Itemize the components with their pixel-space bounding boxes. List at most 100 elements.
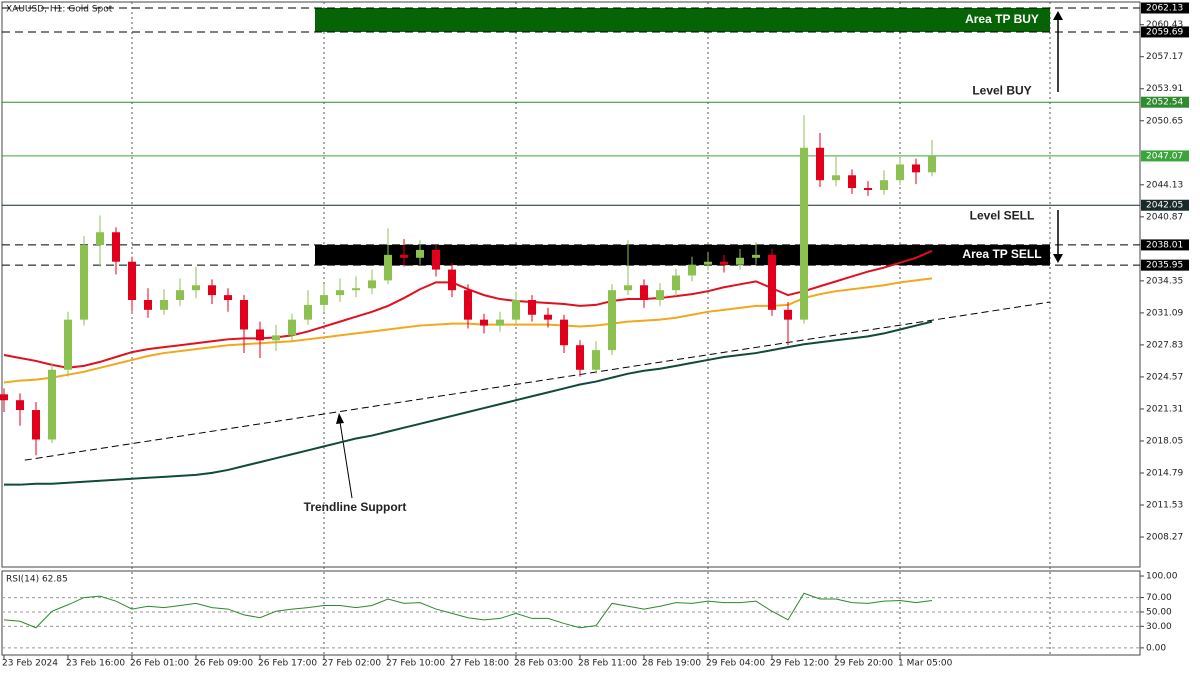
candle-body — [800, 147, 808, 320]
candle-body — [64, 319, 72, 370]
arrow-head — [336, 413, 344, 424]
price-label: 2052.54 — [1146, 98, 1183, 108]
arrow-head — [1053, 254, 1063, 263]
x-tick-label: 1 Mar 05:00 — [898, 659, 953, 669]
rsi-line — [3, 592, 933, 629]
zone — [315, 244, 1050, 266]
candle-body — [416, 249, 424, 258]
y-tick-label: 100.00 — [1146, 572, 1178, 582]
y-tick-label: 2034.35 — [1146, 276, 1183, 286]
y-tick-label: 2031.09 — [1146, 308, 1183, 318]
candle-body — [544, 314, 552, 320]
y-tick-label: 50.00 — [1146, 607, 1172, 617]
y-tick-label: 2040.87 — [1146, 212, 1183, 222]
candle-body — [336, 290, 344, 296]
price-label: 2059.69 — [1146, 27, 1183, 37]
y-tick-label: 2014.79 — [1146, 468, 1183, 478]
candle-body — [640, 285, 648, 301]
price-label-bg — [1141, 2, 1189, 14]
candle-body — [720, 261, 728, 265]
candle-body — [528, 300, 536, 315]
candle-body — [160, 300, 168, 310]
rsi-title: RSI(14) 62.85 — [6, 575, 68, 585]
price-label: 2062.13 — [1146, 3, 1183, 13]
x-tick-label: 29 Feb 20:00 — [834, 659, 893, 669]
y-tick-label: 2024.57 — [1146, 372, 1183, 382]
x-tick-label: 29 Feb 04:00 — [706, 659, 765, 669]
x-tick-label: 26 Feb 09:00 — [194, 659, 253, 669]
x-tick-label: 29 Feb 12:00 — [770, 659, 829, 669]
candle-body — [304, 304, 312, 320]
candle-body — [288, 319, 296, 336]
candle-body — [608, 290, 616, 351]
price-label-bg — [1141, 150, 1189, 162]
candle-body — [384, 254, 392, 281]
y-tick-label: 2027.83 — [1146, 340, 1183, 350]
candle-body — [176, 290, 184, 301]
candle-body — [656, 290, 664, 301]
rsi-panel — [1, 570, 1141, 656]
candle-body — [496, 319, 504, 326]
price-label-bg — [1141, 96, 1189, 108]
annotation-arrow — [339, 421, 353, 499]
y-tick-label: 70.00 — [1146, 593, 1172, 603]
candle-body — [96, 232, 104, 246]
candle-body — [576, 345, 584, 370]
candle-body — [736, 257, 744, 265]
candle-body — [704, 261, 712, 265]
candle-body — [560, 319, 568, 346]
price-label-bg — [1141, 239, 1189, 251]
candle-body — [928, 155, 936, 173]
zone — [315, 7, 1050, 32]
candle-body — [432, 249, 440, 270]
y-tick-label: 2011.53 — [1146, 501, 1183, 511]
trendline — [24, 301, 1051, 461]
candle-body — [128, 261, 136, 301]
candle-body — [448, 269, 456, 291]
price-label: 2038.01 — [1146, 240, 1183, 250]
candle-body — [192, 285, 200, 291]
candle-body — [848, 175, 856, 189]
level-label: Level SELL — [970, 208, 1035, 222]
candle-body — [688, 264, 696, 276]
candle-body — [352, 288, 360, 291]
x-tick-label: 27 Feb 10:00 — [386, 659, 445, 669]
candle-body — [896, 164, 904, 181]
y-tick-label: 30.00 — [1146, 622, 1172, 632]
candle-body — [32, 410, 40, 440]
candle-body — [672, 275, 680, 291]
candle-body — [320, 295, 328, 305]
x-tick-label: 26 Feb 17:00 — [258, 659, 317, 669]
chart-title: XAUUSD, H1: Gold Spot — [6, 5, 113, 15]
price-label-bg — [1141, 26, 1189, 38]
price-label: 2035.95 — [1146, 261, 1183, 271]
candle-body — [240, 300, 248, 330]
main-panel — [1, 1, 1141, 568]
candle-body — [752, 254, 760, 258]
y-tick-label: 2008.27 — [1146, 533, 1183, 543]
candle-body — [624, 285, 632, 291]
x-tick-label: 27 Feb 18:00 — [450, 659, 509, 669]
y-tick-label: 2050.65 — [1146, 116, 1183, 126]
y-tick-label: 2044.13 — [1146, 180, 1183, 190]
y-tick-label: 0.00 — [1146, 643, 1166, 653]
candle-body — [400, 254, 408, 258]
candle-body — [864, 188, 872, 191]
candle-body — [112, 232, 120, 262]
y-tick-label: 2053.91 — [1146, 84, 1183, 94]
candle-body — [912, 164, 920, 173]
price-label: 2047.07 — [1146, 151, 1183, 161]
candle-body — [480, 319, 488, 326]
candle-body — [816, 147, 824, 181]
candle-body — [256, 329, 264, 341]
arrow-head — [1053, 11, 1063, 20]
candle-body — [592, 350, 600, 370]
candle-body — [832, 175, 840, 181]
x-tick-label: 28 Feb 03:00 — [514, 659, 573, 669]
y-tick-label: 2018.05 — [1146, 436, 1183, 446]
x-tick-label: 23 Feb 16:00 — [66, 659, 125, 669]
candle-body — [80, 245, 88, 320]
y-tick-label: 2060.43 — [1146, 20, 1183, 30]
